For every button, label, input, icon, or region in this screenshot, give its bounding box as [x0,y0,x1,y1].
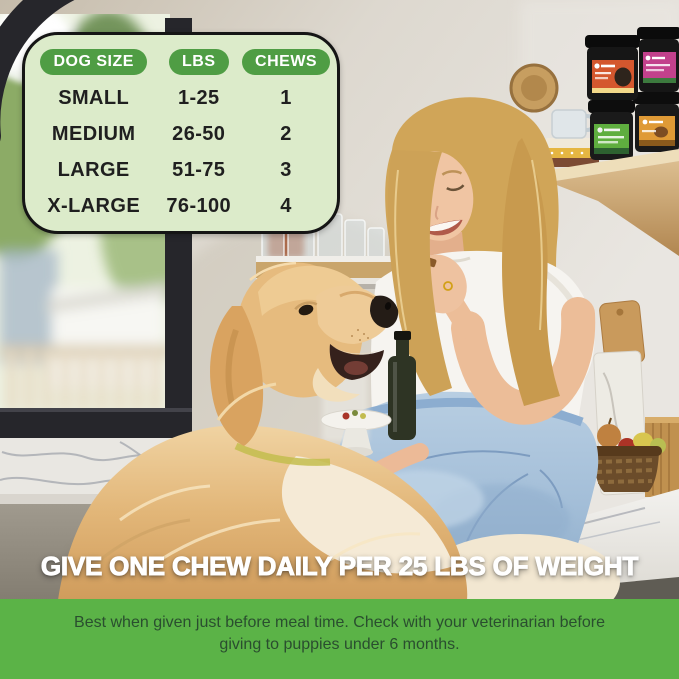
dog-ruff [281,456,454,574]
oil-bottle [388,356,416,440]
fruit-basket [590,417,666,492]
eye-right [446,184,465,192]
col-header-chews: CHEWS [242,49,331,75]
dog-nose [370,295,399,328]
right-arm [451,297,596,425]
pear [597,424,621,448]
dog-collar [234,442,331,466]
ring [443,281,453,291]
cell-chews-medium: 2 [280,122,292,145]
hair-front-right [502,138,560,406]
cell-chews-small: 1 [280,86,292,109]
cell-lbs-large: 51-75 [172,158,226,181]
window-frame-arc [0,0,75,142]
cell-size-small: SMALL [58,86,130,109]
cell-chews-large: 3 [280,158,292,181]
shelf-board-top [544,149,679,182]
dog [58,261,620,630]
cell-chews-xlarge: 4 [280,194,292,217]
dosage-table-card: DOG SIZE LBS CHEWS SMALL 1-25 1 MEDIUM 2… [22,32,340,234]
dog-eye [298,304,314,316]
shelf-board-face [549,161,679,256]
jar-green-label [588,100,635,160]
dosage-table: DOG SIZE LBS CHEWS SMALL 1-25 1 MEDIUM 2… [33,44,331,224]
cell-lbs-small: 1-25 [177,86,220,109]
jar-red-label [585,35,640,100]
col-header-lbs: LBS [169,49,229,75]
jar-orange-label [633,92,679,152]
woven-tray [509,63,559,113]
window-sill [0,408,192,438]
footnote-band: Best when given just before meal time. C… [0,599,679,679]
headline: GIVE ONE CHEW DAILY PER 25 LBS OF WEIGHT [40,551,639,582]
footnote-text: Best when given just before meal time. C… [74,614,605,653]
cell-lbs-xlarge: 76-100 [166,194,232,217]
dog-head [210,261,399,446]
cell-lbs-medium: 26-50 [172,122,226,145]
cell-size-large: LARGE [57,158,130,181]
supplement-shelf [509,27,679,256]
jar-pink-label [637,27,679,92]
cell-size-xlarge: X-LARGE [47,194,141,217]
cell-size-medium: MEDIUM [51,122,136,145]
col-header-dog-size: DOG SIZE [40,49,147,75]
lemon [633,432,653,450]
